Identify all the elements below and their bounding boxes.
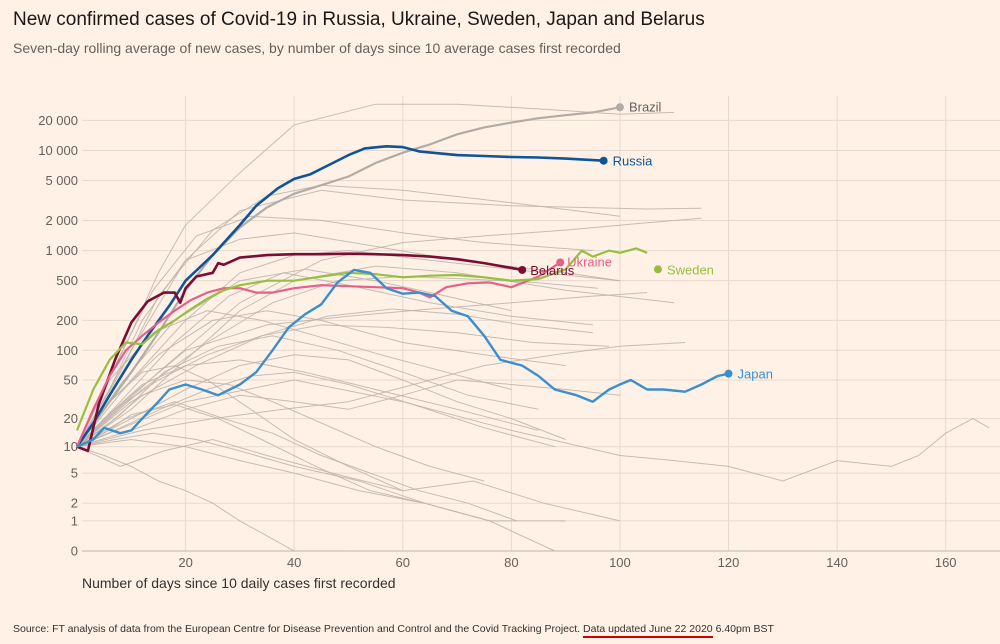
x-tick-label: 60 bbox=[396, 555, 410, 570]
russia-end-marker bbox=[599, 156, 608, 165]
other-country-line bbox=[76, 217, 702, 448]
belarus-series-line bbox=[76, 252, 523, 453]
other-country-line bbox=[76, 310, 566, 447]
brazil-label: Brazil bbox=[629, 99, 662, 114]
y-tick-label: 20 bbox=[64, 411, 78, 426]
y-tick-label: 200 bbox=[56, 313, 78, 328]
x-tick-label: 140 bbox=[826, 555, 848, 570]
updated-time: 6.40pm BST bbox=[715, 623, 774, 635]
line-chart: 0 1 2 5 10 20 50 100 200 500 1 000 2 000 5 000 10 000… bbox=[38, 96, 1000, 591]
other-country-line bbox=[76, 379, 485, 482]
other-country-line bbox=[76, 189, 702, 447]
russia-label: Russia bbox=[613, 154, 654, 169]
other-country-line bbox=[76, 354, 566, 448]
other-country-line bbox=[76, 359, 539, 448]
other-country-line bbox=[76, 292, 648, 448]
ukraine-label: Ukraine bbox=[567, 254, 612, 269]
source-note: Source: FT analysis of data from the Eur… bbox=[13, 623, 774, 638]
y-tick-label: 5 000 bbox=[45, 173, 78, 188]
x-tick-label: 160 bbox=[935, 555, 957, 570]
other-country-line bbox=[76, 438, 556, 552]
highlighted-country-lines bbox=[75, 106, 729, 453]
y-tick-label: 20 000 bbox=[38, 113, 78, 128]
ukraine-end-marker bbox=[556, 258, 565, 267]
other-country-line bbox=[76, 404, 425, 504]
y-tick-label: 5 bbox=[71, 466, 78, 481]
x-tick-label: 100 bbox=[609, 555, 631, 570]
other-country-line bbox=[76, 335, 539, 448]
other-country-line bbox=[76, 379, 990, 482]
gridlines bbox=[82, 96, 1000, 552]
y-tick-label: 100 bbox=[56, 343, 78, 358]
y-tick-label: 10 000 bbox=[38, 143, 78, 158]
source-text: Source: FT analysis of data from the Eur… bbox=[13, 623, 581, 635]
chart-title: New confirmed cases of Covid-19 in Russi… bbox=[13, 9, 705, 30]
y-tick-label: 2 bbox=[71, 496, 78, 511]
y-tick-label: 50 bbox=[64, 373, 78, 388]
other-country-line bbox=[76, 365, 404, 492]
belarus-end-marker bbox=[518, 265, 527, 274]
chart-subtitle: Seven-day rolling average of new cases, … bbox=[13, 40, 621, 56]
y-tick-label: 10 bbox=[64, 439, 78, 454]
japan-end-marker bbox=[724, 369, 733, 378]
sweden-end-marker bbox=[653, 265, 662, 274]
other-country-line bbox=[76, 438, 621, 522]
y-tick-label: 2 000 bbox=[45, 213, 78, 228]
y-tick-label: 0 bbox=[71, 544, 78, 559]
other-country-line bbox=[76, 215, 593, 447]
x-axis-title: Number of days since 10 daily cases firs… bbox=[82, 575, 396, 591]
other-country-line bbox=[76, 310, 512, 447]
japan-label: Japan bbox=[738, 367, 773, 382]
japan-series-line bbox=[76, 268, 729, 448]
brazil-series-line bbox=[76, 106, 621, 448]
y-tick-label: 500 bbox=[56, 273, 78, 288]
x-axis: 20 40 60 80 100 120 140 160 bbox=[82, 550, 1000, 570]
y-tick-label: 1 bbox=[71, 513, 78, 528]
y-tick-label: 1 000 bbox=[45, 243, 78, 258]
ukraine-series-line bbox=[75, 261, 561, 448]
russia-series-line bbox=[75, 145, 604, 448]
x-tick-label: 20 bbox=[178, 555, 192, 570]
x-tick-label: 80 bbox=[504, 555, 518, 570]
y-axis: 0 1 2 5 10 20 50 100 200 500 1 000 2 000 5 000 10 000… bbox=[38, 113, 78, 559]
x-tick-label: 40 bbox=[287, 555, 301, 570]
other-country-line bbox=[76, 446, 349, 552]
other-country-line bbox=[76, 324, 610, 448]
x-tick-label: 120 bbox=[718, 555, 740, 570]
belarus-label: Belarus bbox=[530, 263, 575, 278]
other-country-line bbox=[76, 379, 620, 448]
brazil-end-marker bbox=[615, 103, 624, 112]
other-country-line bbox=[76, 308, 593, 448]
other-country-line bbox=[76, 232, 620, 447]
other-country-line bbox=[76, 342, 686, 448]
sweden-label: Sweden bbox=[667, 262, 714, 277]
other-country-lines bbox=[76, 103, 990, 552]
data-updated-text: Data updated June 22 2020 bbox=[583, 623, 713, 638]
